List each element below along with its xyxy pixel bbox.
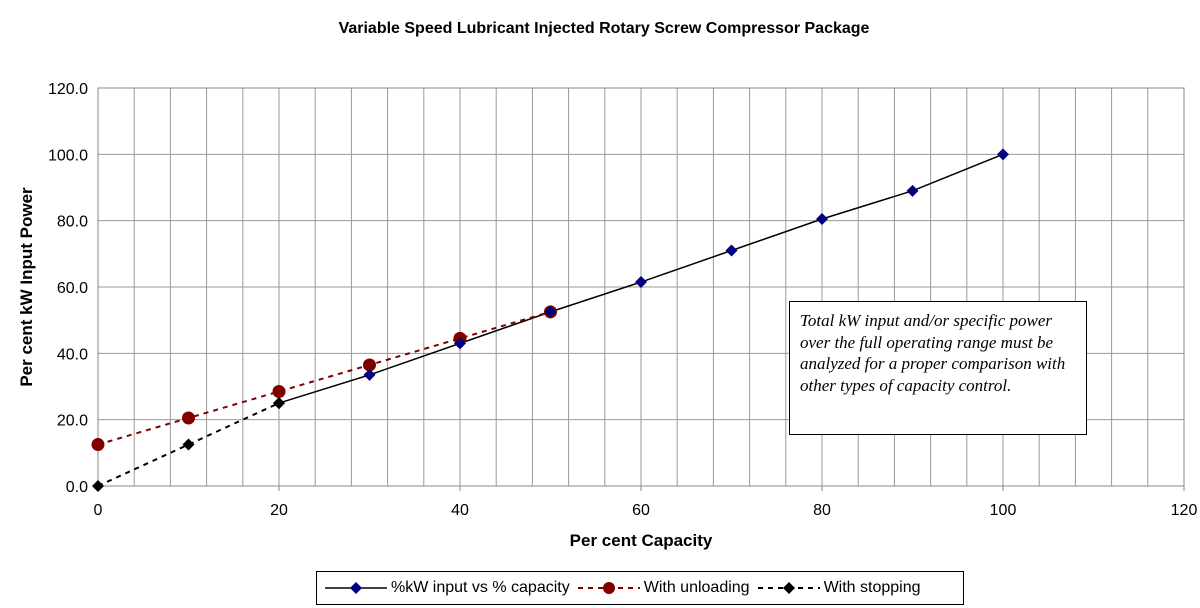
data-point-0 [635,276,647,289]
legend-label: %kW input vs % capacity [391,579,570,596]
data-point-0 [544,305,557,318]
legend-item-unloading: With unloading [574,578,750,598]
legend: %kW input vs % capacity With unloading W… [316,571,964,605]
y-tick-label: 20.0 [57,413,88,430]
y-tick-label: 120.0 [48,81,88,98]
y-tick-label: 100.0 [48,147,88,164]
annotation-box: Total kW input and/or specific power ove… [789,301,1087,435]
legend-marker-diamond-black [757,582,820,594]
x-tick-label: 120 [1171,502,1198,519]
data-point-0 [816,213,828,226]
x-tick-label: 60 [632,502,650,519]
data-point-2 [182,438,195,451]
x-tick-label: 40 [451,502,469,519]
series-layer [91,148,1009,492]
legend-marker-diamond-blue [325,582,387,594]
data-point-2 [273,397,285,410]
series-line-2 [97,402,280,487]
x-tick-label: 100 [990,502,1017,519]
legend-item-kw: %kW input vs % capacity [321,578,570,598]
data-point-0 [906,184,919,197]
y-tick-label: 60.0 [57,280,88,297]
x-axis-label: Per cent Capacity [570,531,713,550]
series-line-1 [97,310,551,446]
data-point-1 [363,358,376,372]
legend-label: With stopping [823,579,921,596]
data-point-0 [725,244,738,257]
x-tick-label: 80 [813,502,831,519]
data-point-1 [182,411,195,425]
data-point-0 [454,337,466,350]
data-point-1 [91,438,105,452]
legend-label: With unloading [643,579,750,596]
x-tick-label: 20 [270,502,288,519]
data-point-1 [272,384,286,398]
data-point-0 [997,148,1009,161]
y-axis-label: Per cent kW Input Power [17,187,36,387]
data-point-0 [363,368,376,381]
x-tick-label: 0 [94,502,103,519]
legend-marker-circle-red [577,582,640,594]
y-tick-label: 40.0 [57,346,88,363]
legend-item-stopping: With stopping [754,578,921,598]
y-tick-label: 80.0 [57,214,88,231]
tick-labels: 0 20 40 60 80 100 120 0.0 20.0 40.0 60.0 80.0 100.0 1… [48,81,1197,519]
y-tick-label: 0.0 [66,479,88,496]
data-point-2 [92,480,104,492]
chart-title: Variable Speed Lubricant Injected Rotary… [339,20,870,37]
